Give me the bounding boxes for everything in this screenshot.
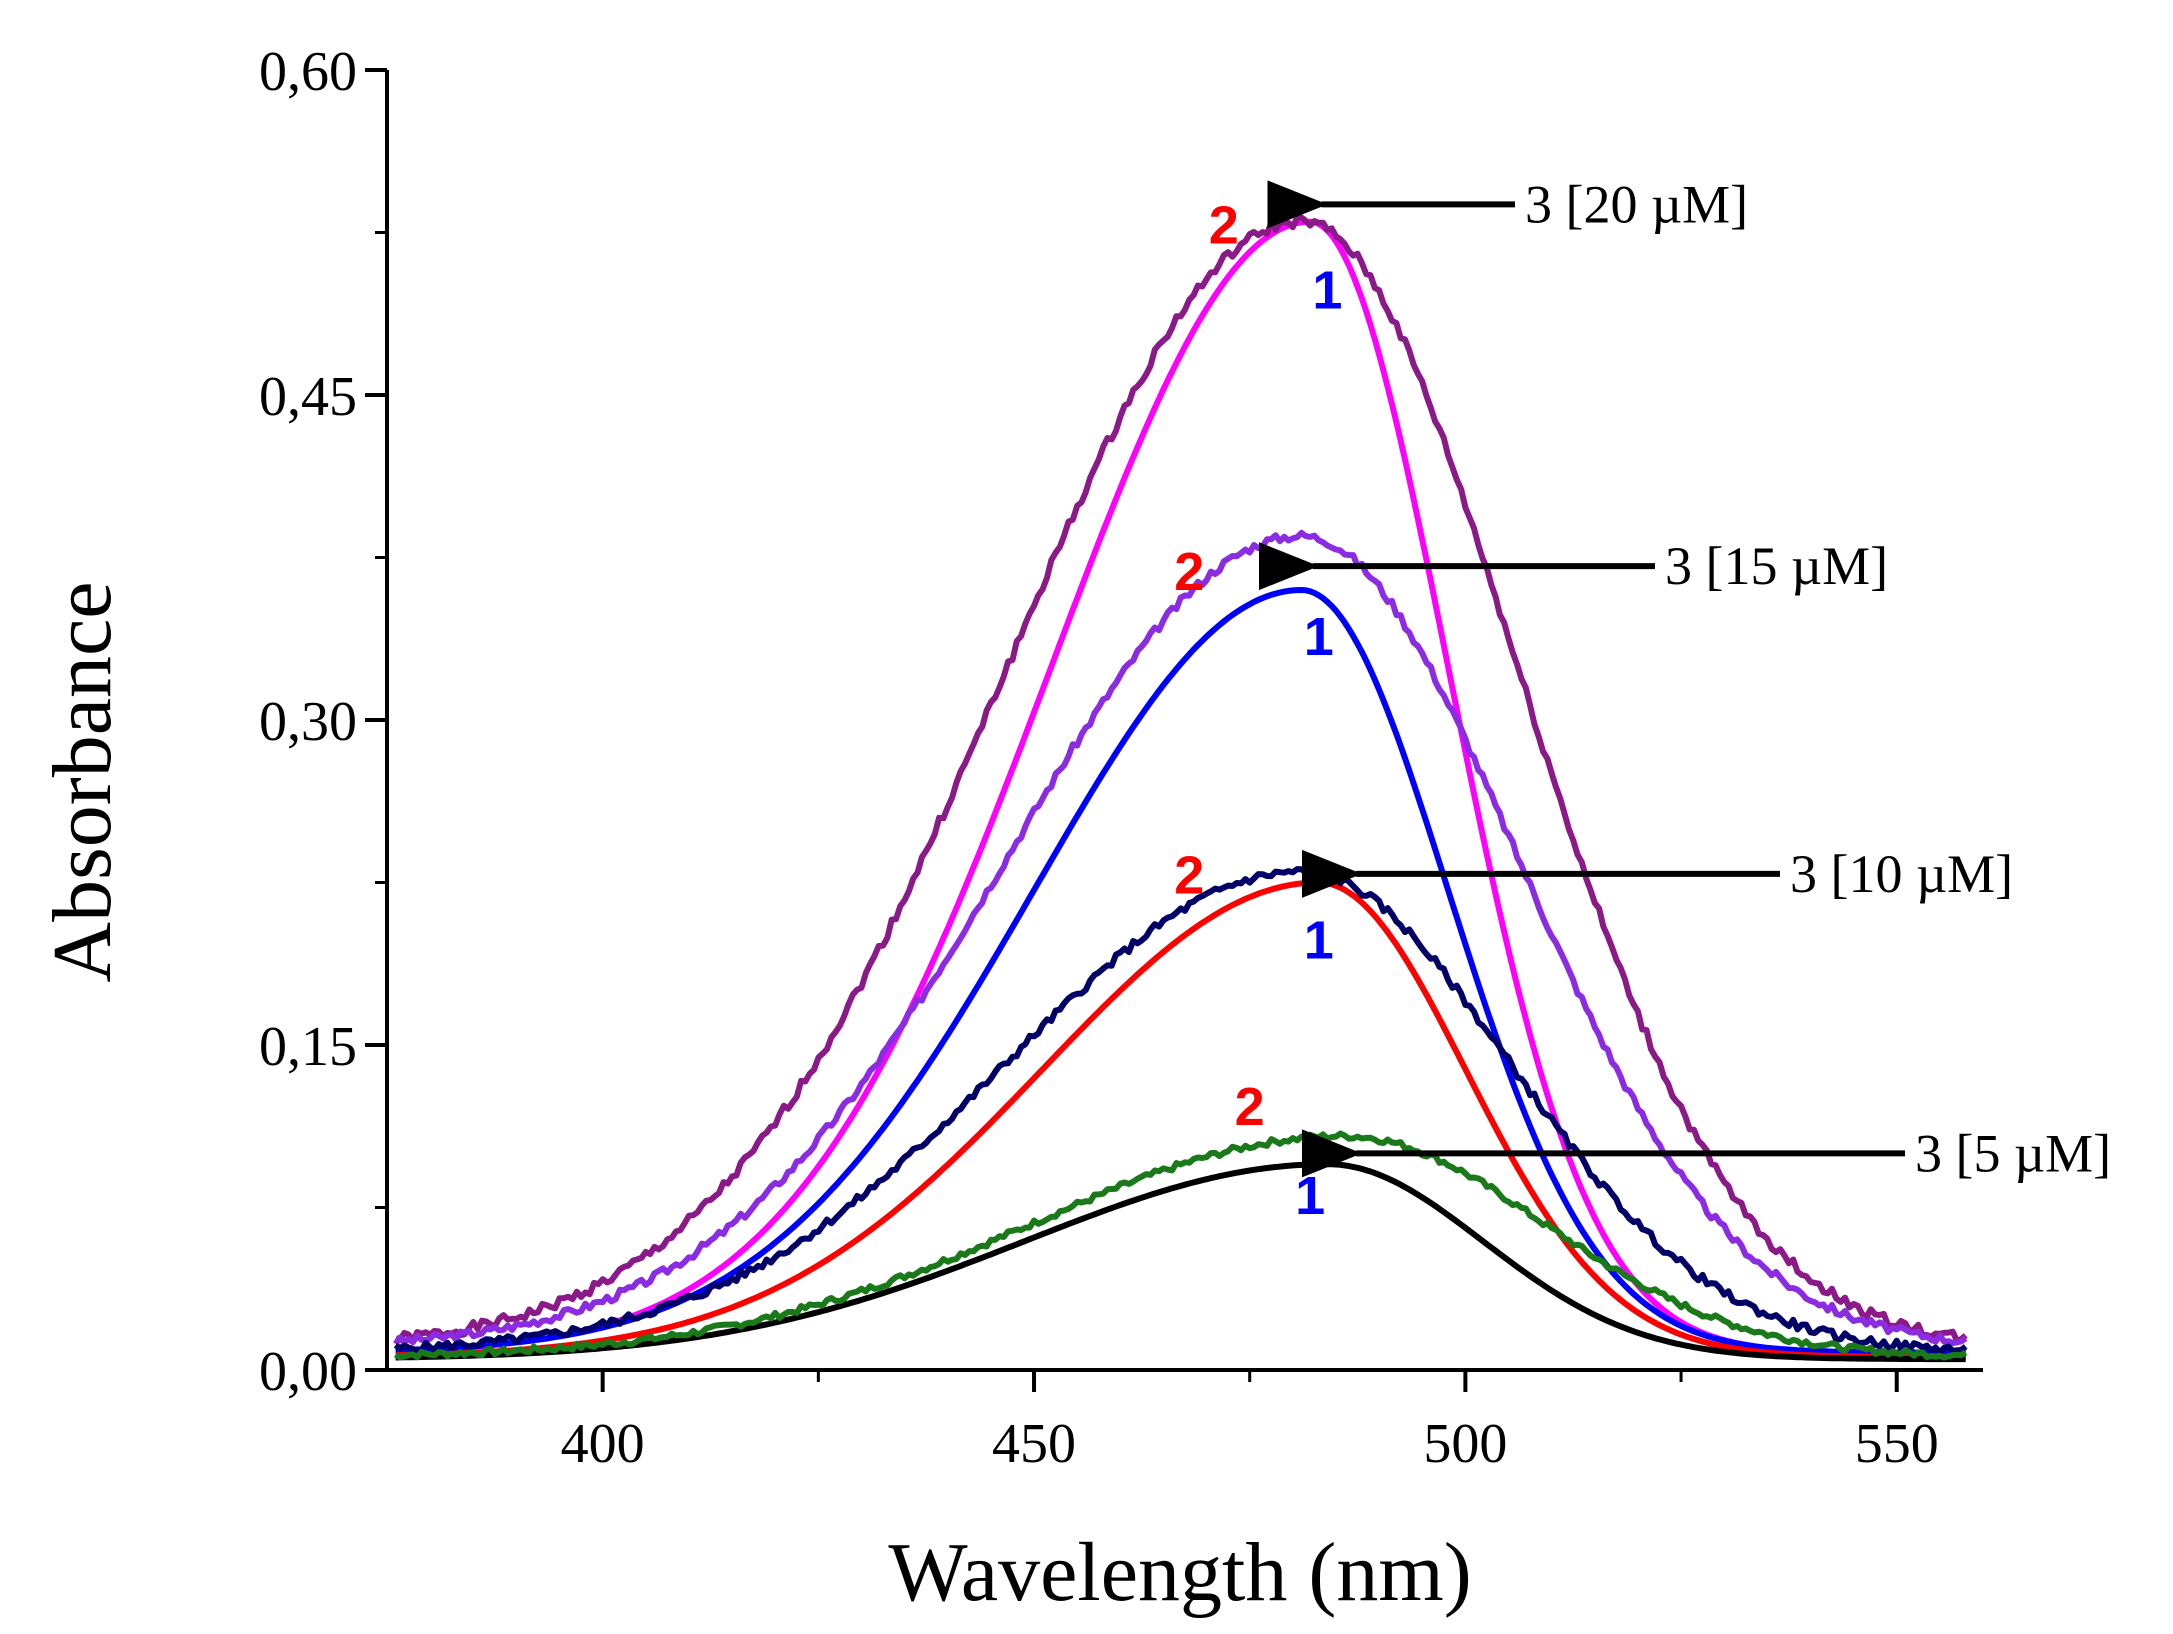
x-axis-title: Wavelength (nm): [888, 1526, 1471, 1619]
annotation-label: 3 [15 µM]: [1665, 536, 1888, 596]
y-tick-label: 0,60: [259, 41, 357, 103]
x-tick-label: 500: [1423, 1413, 1507, 1475]
y-axis-title: Absorbance: [36, 581, 129, 982]
curve-number-label: 1: [1312, 260, 1342, 320]
series-line: [395, 879, 1966, 1360]
axes-layer: [385, 70, 1983, 1372]
curve-number-label: 1: [1304, 607, 1334, 667]
series-line: [395, 1161, 1966, 1363]
annotation-label: 3 [10 µM]: [1790, 844, 2013, 904]
curve-number-label: 2: [1174, 845, 1204, 905]
curve-number-label: 1: [1295, 1166, 1325, 1226]
annotation-label: 3 [5 µM]: [1915, 1123, 2111, 1183]
y-tick-label: 0,00: [259, 1341, 357, 1403]
curve-number-label: 2: [1174, 542, 1204, 602]
series-line: [393, 1130, 1968, 1361]
series-line: [393, 529, 1968, 1346]
ticks-layer: 400 450 500 550 0,00 0,15 0,30 0,45 0,60: [259, 41, 1939, 1475]
annotation-label: 3 [20 µM]: [1525, 174, 1748, 234]
x-tick-label: 550: [1855, 1413, 1939, 1475]
curve-number-label: 2: [1209, 195, 1239, 255]
curve-number-label: 1: [1304, 910, 1334, 970]
x-tick-label: 450: [992, 1413, 1076, 1475]
y-tick-label: 0,15: [259, 1016, 357, 1078]
annotation-layer: 3 [20 µM] 3 [15 µM] 3 [10 µM] 3 [5 µM]: [1258, 174, 2111, 1183]
x-tick-label: 400: [561, 1413, 645, 1475]
y-tick-label: 0,30: [259, 691, 357, 753]
series-line: [393, 866, 1968, 1356]
series-line: [394, 214, 1968, 1345]
y-tick-label: 0,45: [259, 366, 357, 428]
series-layer: [393, 214, 1968, 1363]
curve-number-label: 2: [1235, 1077, 1265, 1137]
